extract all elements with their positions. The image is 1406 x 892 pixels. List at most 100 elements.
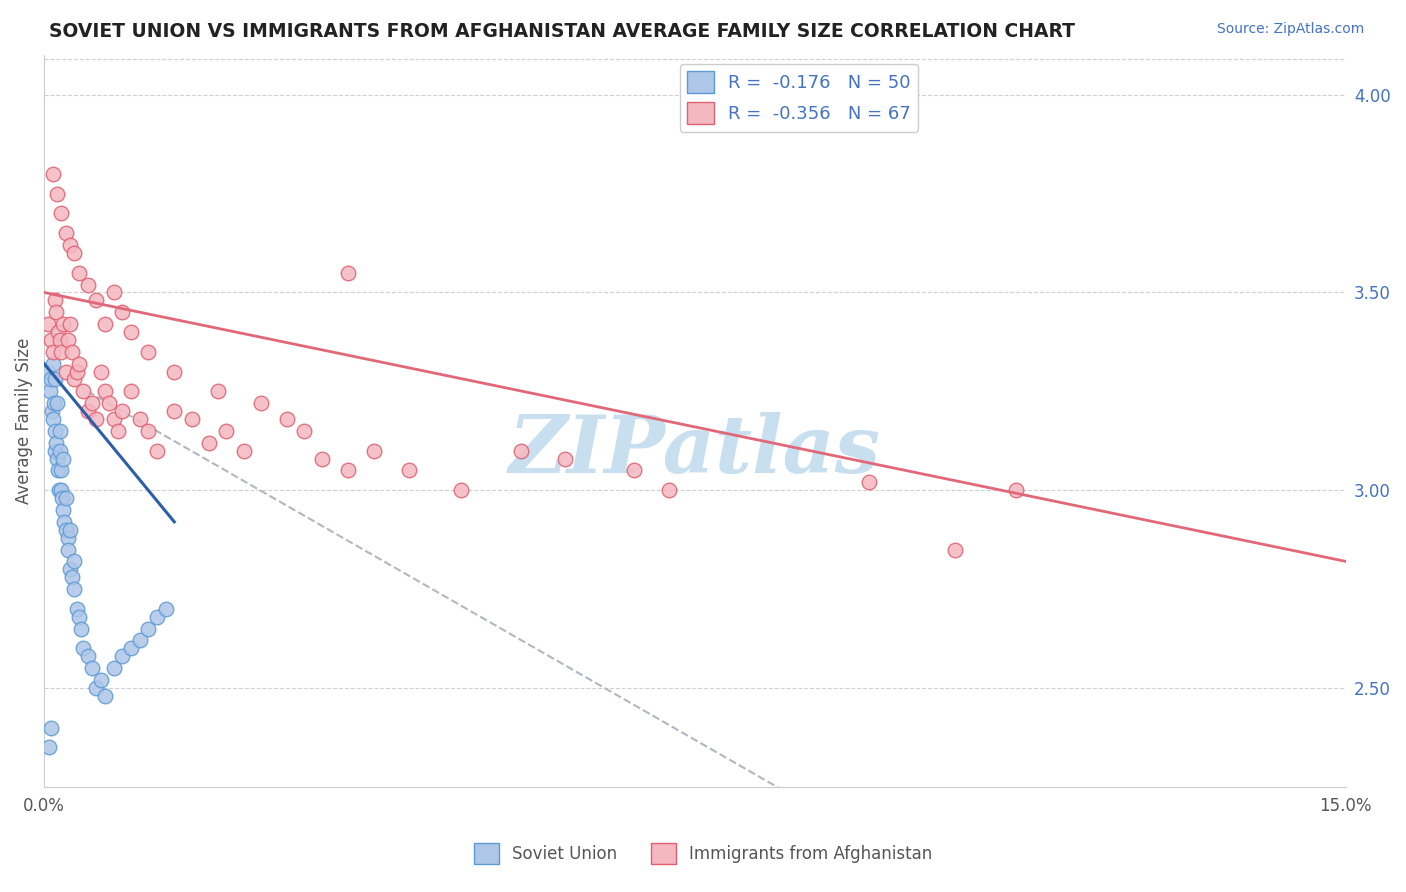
Point [363,443,385,458]
Point [66,602,89,616]
Y-axis label: Average Family Size: Average Family Size [15,338,32,504]
Point [37,317,59,331]
Point [155,602,177,616]
Point [42,357,65,371]
Point [1005,483,1028,498]
Point [146,609,169,624]
Point [943,542,966,557]
Point [66,365,89,379]
Point [103,285,125,300]
Point [510,443,533,458]
Point [55,491,77,505]
Point [48,483,70,498]
Point [59,238,82,252]
Point [103,412,125,426]
Point [294,424,316,438]
Point [163,404,186,418]
Point [60,570,83,584]
Point [63,246,86,260]
Point [215,424,238,438]
Point [44,443,66,458]
Point [336,463,359,477]
Point [44,293,66,308]
Point [146,443,169,458]
Point [398,463,420,477]
Point [51,344,73,359]
Point [658,483,681,498]
Point [80,661,103,675]
Point [38,740,60,755]
Point [232,443,254,458]
Point [42,412,65,426]
Point [52,317,75,331]
Point [51,491,73,505]
Point [49,463,72,477]
Point [163,365,186,379]
Point [72,384,94,399]
Point [52,451,75,466]
Point [63,582,86,596]
Point [76,649,98,664]
Point [59,523,82,537]
Point [42,396,65,410]
Point [39,372,62,386]
Point [46,463,69,477]
Point [48,333,70,347]
Point [136,622,159,636]
Point [80,396,103,410]
Legend: R =  -0.176   N = 50, R =  -0.356   N = 67: R = -0.176 N = 50, R = -0.356 N = 67 [679,64,918,132]
Point [63,554,86,568]
Point [55,226,77,240]
Point [58,542,80,557]
Text: Source: ZipAtlas.com: Source: ZipAtlas.com [1216,22,1364,37]
Point [336,266,359,280]
Point [67,357,90,371]
Point [858,475,880,490]
Point [48,443,70,458]
Point [107,424,129,438]
Point [48,424,70,438]
Point [63,372,86,386]
Text: SOVIET UNION VS IMMIGRANTS FROM AFGHANISTAN AVERAGE FAMILY SIZE CORRELATION CHAR: SOVIET UNION VS IMMIGRANTS FROM AFGHANIS… [49,22,1076,41]
Point [46,325,69,339]
Point [94,689,117,703]
Point [55,523,77,537]
Point [84,293,107,308]
Point [311,451,333,466]
Point [84,681,107,695]
Point [67,609,90,624]
Point [89,365,111,379]
Point [53,515,76,529]
Point [554,451,576,466]
Point [58,333,80,347]
Point [44,372,66,386]
Point [41,404,63,418]
Point [136,424,159,438]
Point [450,483,472,498]
Point [111,404,134,418]
Point [128,633,150,648]
Point [76,404,98,418]
Point [46,186,69,201]
Point [98,396,121,410]
Point [46,451,69,466]
Point [207,384,229,399]
Point [51,483,73,498]
Point [59,562,82,576]
Point [44,424,66,438]
Point [67,266,90,280]
Point [42,167,65,181]
Point [250,396,273,410]
Point [72,641,94,656]
Point [52,503,75,517]
Point [84,412,107,426]
Point [39,384,62,399]
Point [51,206,73,220]
Point [55,365,77,379]
Point [276,412,298,426]
Point [56,531,79,545]
Point [128,412,150,426]
Point [120,384,142,399]
Point [136,344,159,359]
Point [120,641,142,656]
